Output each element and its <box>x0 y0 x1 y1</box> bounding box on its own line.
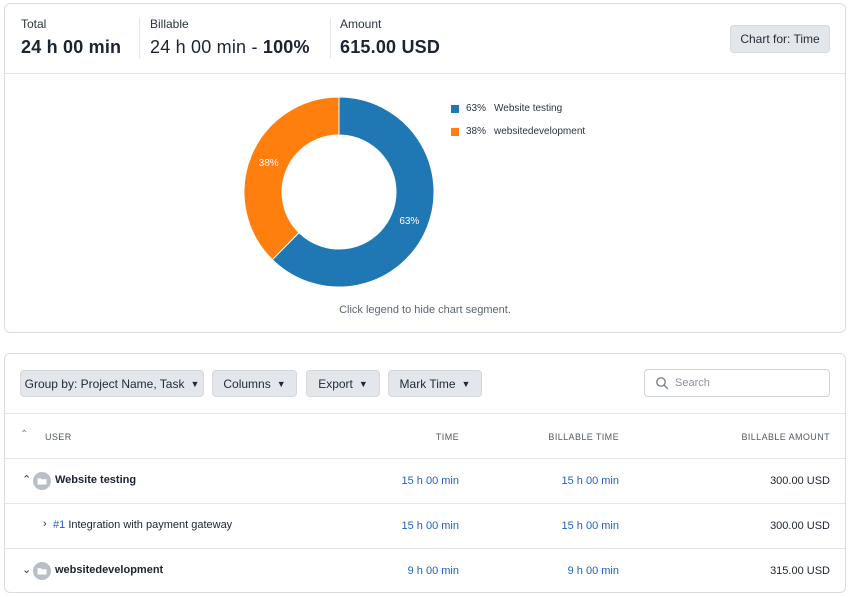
billable-time-link[interactable]: 15 h 00 min <box>561 520 619 532</box>
group-by-label: Group by: Project Name, Task <box>24 376 185 391</box>
column-billable-amount[interactable]: BILLABLE AMOUNT <box>741 432 830 442</box>
summary-bar: Total 24 h 00 min Billable 24 h 00 min -… <box>5 4 845 74</box>
legend-swatch <box>451 127 459 136</box>
table-row: ⌄ websitedevelopment 9 h 00 min 9 h 00 m… <box>5 549 845 594</box>
project-name: Website testing <box>55 474 137 486</box>
search-box[interactable] <box>644 369 830 397</box>
chart-legend: 63% Website testing 38% websitedevelopment <box>451 102 585 148</box>
billable-amount: 300.00 USD <box>770 520 830 532</box>
divider <box>139 18 140 58</box>
billable-time-link[interactable]: 9 h 00 min <box>567 565 619 577</box>
slice-value-label: 38% <box>259 158 279 169</box>
search-icon <box>656 377 669 390</box>
amount-stat: Amount 615.00 USD <box>340 17 440 58</box>
export-label: Export <box>318 376 353 391</box>
legend-item[interactable]: 63% Website testing <box>451 102 585 115</box>
billable-percent: 100% <box>262 37 310 57</box>
task-number-link[interactable]: #1 <box>53 519 66 531</box>
legend-label: Website testing <box>494 103 563 114</box>
search-input[interactable] <box>675 377 815 389</box>
table-row: ⌃ Website testing 15 h 00 min 15 h 00 mi… <box>5 459 845 504</box>
amount-value: 615.00 USD <box>340 37 441 57</box>
legend-percent: 63% <box>466 103 487 114</box>
report-card: Group by: Project Name, Task ▼ Columns ▼… <box>4 353 846 593</box>
billable-amount: 300.00 USD <box>770 475 830 487</box>
billable-stat: Billable 24 h 00 min - 100% <box>150 17 310 58</box>
legend-percent: 38% <box>466 126 487 137</box>
report-toolbar: Group by: Project Name, Task ▼ Columns ▼… <box>5 354 845 414</box>
divider <box>330 18 331 58</box>
billable-time-link[interactable]: 15 h 00 min <box>561 475 619 487</box>
chevron-down-icon: ▼ <box>276 378 286 389</box>
table-header: ⌃ USER TIME BILLABLE TIME BILLABLE AMOUN… <box>5 414 845 459</box>
chevron-down-icon: ▼ <box>190 378 200 389</box>
collapse-all-icon[interactable]: ⌃ <box>20 429 29 440</box>
legend-label: websitedevelopment <box>494 126 586 137</box>
total-label: Total <box>21 17 47 31</box>
columns-label: Columns <box>223 376 271 391</box>
donut-chart-svg: 63% 38% <box>243 96 435 288</box>
donut-slice-website-testing[interactable] <box>271 96 435 288</box>
amount-label: Amount <box>340 17 382 31</box>
column-billable-time[interactable]: BILLABLE TIME <box>548 432 619 442</box>
chart-hint: Click legend to hide chart segment. <box>339 304 511 316</box>
group-by-button[interactable]: Group by: Project Name, Task ▼ <box>20 370 204 397</box>
donut-slice-websitedevelopment[interactable] <box>243 96 340 261</box>
project-name: websitedevelopment <box>55 564 164 576</box>
chevron-up-icon[interactable]: ⌃ <box>22 474 32 486</box>
billable-value: 24 h 00 min - 100% <box>150 37 310 57</box>
table-row: › #1 Integration with payment gateway 15… <box>5 504 845 549</box>
slice-value-label: 63% <box>399 216 419 227</box>
folder-icon <box>33 562 51 580</box>
mark-time-label: Mark Time <box>399 376 456 391</box>
columns-button[interactable]: Columns ▼ <box>212 370 297 397</box>
chevron-down-icon: ▼ <box>358 378 368 389</box>
summary-card: Total 24 h 00 min Billable 24 h 00 min -… <box>4 3 846 333</box>
mark-time-button[interactable]: Mark Time ▼ <box>388 370 482 397</box>
chart-for-button[interactable]: Chart for: Time <box>730 25 830 53</box>
chevron-right-icon[interactable]: › <box>43 518 47 530</box>
chevron-down-icon[interactable]: ⌄ <box>22 564 32 576</box>
task-name: #1 Integration with payment gateway <box>53 519 232 531</box>
time-link[interactable]: 15 h 00 min <box>401 475 459 487</box>
column-time[interactable]: TIME <box>435 432 459 442</box>
total-stat: Total 24 h 00 min <box>21 17 121 58</box>
billable-label: Billable <box>150 17 189 31</box>
time-link[interactable]: 9 h 00 min <box>407 565 459 577</box>
legend-swatch <box>451 104 459 113</box>
folder-icon <box>33 472 51 490</box>
time-link[interactable]: 15 h 00 min <box>401 520 459 532</box>
export-button[interactable]: Export ▼ <box>306 370 380 397</box>
billable-amount: 315.00 USD <box>770 565 830 577</box>
legend-item[interactable]: 38% websitedevelopment <box>451 125 585 138</box>
donut-chart: 63% 38% <box>243 96 435 288</box>
chevron-down-icon: ▼ <box>461 378 471 389</box>
task-title: Integration with payment gateway <box>68 519 233 531</box>
column-user[interactable]: USER <box>45 432 72 442</box>
total-value: 24 h 00 min <box>21 37 122 57</box>
